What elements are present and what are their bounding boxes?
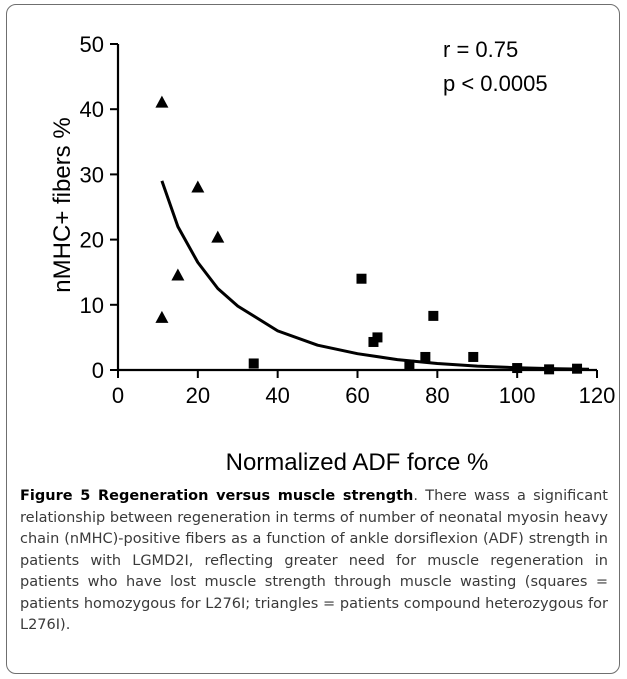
- x-tick-label: 40: [265, 383, 289, 408]
- square-point: [544, 364, 555, 375]
- points-layer: [155, 95, 583, 375]
- annotation-r: r = 0.75: [443, 37, 518, 62]
- square-point: [404, 359, 415, 370]
- x-tick-label: 60: [345, 383, 369, 408]
- y-tick-label: 20: [80, 228, 104, 253]
- fit-curve-layer: [160, 180, 590, 371]
- fit-curve: [160, 180, 590, 371]
- annotation-p: p < 0.0005: [443, 71, 548, 96]
- triangle-point: [155, 95, 169, 108]
- triangle-point: [211, 230, 225, 243]
- y-tick-label: 40: [80, 97, 104, 122]
- square-point: [420, 351, 431, 362]
- x-tick-label: 120: [579, 383, 616, 408]
- square-point: [372, 332, 383, 343]
- square-point: [248, 358, 259, 369]
- triangle-point: [171, 268, 185, 281]
- x-tick-label: 100: [499, 383, 536, 408]
- y-axis-label: nMHC+ fibers %: [49, 117, 76, 292]
- figure-caption: Figure 5 Regeneration versus muscle stre…: [20, 486, 608, 637]
- x-tick-label: 80: [425, 383, 449, 408]
- x-axis-label: Normalized ADF force %: [226, 449, 489, 476]
- x-tick-label: 0: [112, 383, 124, 408]
- y-tick-label: 10: [80, 293, 104, 318]
- square-point: [468, 351, 479, 362]
- y-tick-label: 30: [80, 162, 104, 187]
- caption-text: . There wass a significant relationship …: [20, 488, 608, 633]
- figure-frame: [6, 4, 620, 674]
- triangle-point: [155, 310, 169, 323]
- x-tick-label: 20: [186, 383, 210, 408]
- axes: 0 10 20 30 40 50 0 20 40 60 80 100 120: [80, 32, 616, 408]
- square-point: [572, 363, 583, 374]
- square-point: [428, 310, 439, 321]
- y-tick-label: 50: [80, 32, 104, 57]
- y-tick-label: 0: [92, 358, 104, 383]
- square-point: [512, 363, 523, 374]
- square-point: [356, 273, 367, 284]
- caption-title: Figure 5 Regeneration versus muscle stre…: [20, 488, 414, 504]
- scatter-chart: 0 10 20 30 40 50 0 20 40 60 80 100 120 r = 0.75 p < …: [49, 32, 616, 476]
- triangle-point: [191, 180, 205, 193]
